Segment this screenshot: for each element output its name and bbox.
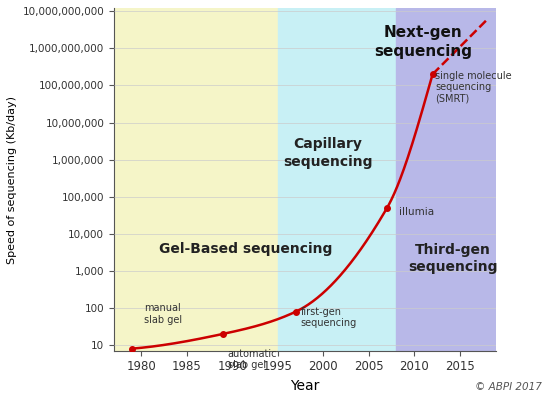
Text: illumia: illumia [399,207,434,217]
Bar [114,8,278,351]
Y-axis label: Speed of sequencing (Kb/day): Speed of sequencing (Kb/day) [7,96,17,264]
Bar [396,8,496,351]
Text: first-gen
sequencing: first-gen sequencing [301,307,357,328]
Text: Capillary
sequencing: Capillary sequencing [283,138,373,169]
Text: Third-gen
sequencing: Third-gen sequencing [408,242,497,274]
Bar [278,8,396,351]
Text: automatic
slab gel: automatic slab gel [228,349,277,370]
Text: © ABPI 2017: © ABPI 2017 [475,382,542,392]
Text: Next-gen
sequencing: Next-gen sequencing [375,25,472,58]
X-axis label: Year: Year [290,379,320,393]
Text: single molecule
sequencing
(SMRT): single molecule sequencing (SMRT) [435,70,512,104]
Text: Gel-Based sequencing: Gel-Based sequencing [160,242,333,256]
Text: manual
slab gel: manual slab gel [144,303,182,325]
